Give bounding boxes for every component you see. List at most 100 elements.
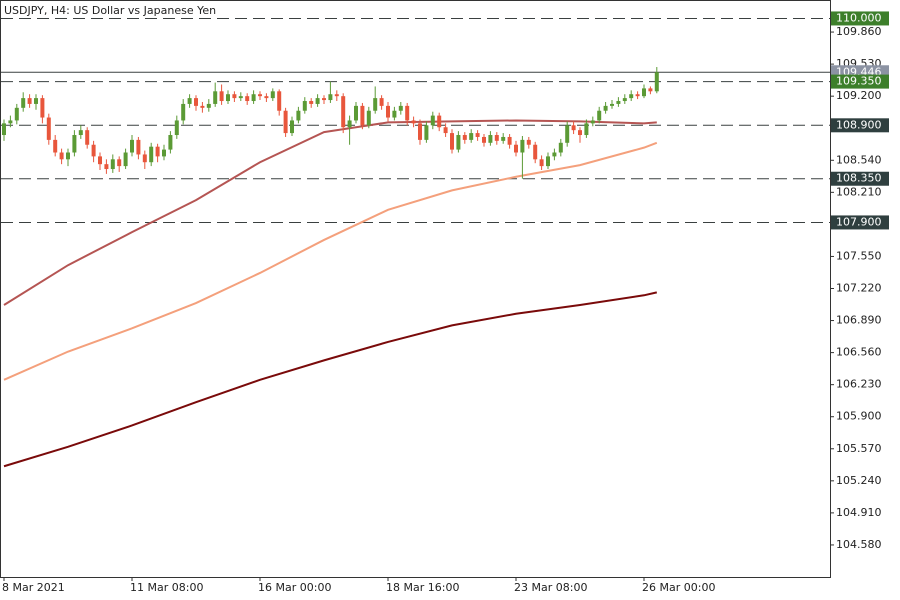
y-tick-label: 106.560 bbox=[836, 346, 882, 359]
x-tick-label: 26 Mar 00:00 bbox=[642, 581, 715, 594]
candle-body bbox=[149, 146, 154, 163]
candle-body bbox=[514, 144, 518, 153]
candle-body bbox=[258, 94, 262, 97]
candle-body bbox=[584, 123, 589, 136]
level-label: 110.000 bbox=[836, 11, 882, 24]
candle-body bbox=[181, 103, 186, 121]
x-tick-label: 8 Mar 2021 bbox=[2, 581, 65, 594]
candle-body bbox=[475, 133, 480, 137]
candle-body bbox=[168, 135, 173, 150]
candle-body bbox=[328, 94, 333, 101]
candle-body bbox=[315, 98, 320, 104]
candle-body bbox=[629, 94, 634, 99]
level-label: 109.350 bbox=[836, 75, 882, 88]
x-tick-label: 11 Mar 08:00 bbox=[130, 581, 203, 594]
candle-body bbox=[277, 91, 282, 111]
candle-body bbox=[507, 136, 512, 145]
candle-body bbox=[341, 96, 346, 128]
candle-body bbox=[392, 110, 397, 118]
candle-body bbox=[354, 105, 358, 121]
candle-body bbox=[302, 101, 307, 111]
candle-body bbox=[245, 96, 250, 102]
candle-body bbox=[270, 91, 275, 99]
candle-body bbox=[85, 130, 90, 145]
candle-body bbox=[53, 139, 58, 153]
candle-body bbox=[98, 156, 102, 165]
candle-body bbox=[27, 98, 32, 104]
candle-body bbox=[565, 125, 570, 143]
candle-body bbox=[488, 135, 493, 143]
y-tick-label: 106.890 bbox=[836, 314, 882, 327]
candle-body bbox=[59, 152, 64, 160]
candle-body bbox=[14, 107, 19, 121]
candle-body bbox=[187, 98, 192, 104]
y-tick-label: 107.550 bbox=[836, 249, 882, 262]
candle-body bbox=[386, 105, 390, 118]
level-tag bbox=[831, 11, 889, 26]
candle-body bbox=[142, 154, 147, 163]
candle-body bbox=[46, 117, 51, 140]
candle-body bbox=[309, 101, 314, 104]
x-tick-label: 18 Mar 16:00 bbox=[386, 581, 459, 594]
candle-body bbox=[590, 120, 595, 124]
candle-body bbox=[622, 98, 627, 102]
x-tick-label: 16 Mar 00:00 bbox=[258, 581, 331, 594]
level-label: 108.900 bbox=[836, 118, 882, 131]
candle-body bbox=[174, 120, 179, 136]
candle-body bbox=[8, 120, 13, 124]
level-label: 108.350 bbox=[836, 172, 882, 185]
candle-body bbox=[437, 115, 442, 128]
candle-body bbox=[206, 103, 211, 108]
candle-body bbox=[2, 123, 6, 136]
candle-body bbox=[450, 133, 454, 150]
candle-body bbox=[398, 105, 403, 111]
candle-body bbox=[648, 88, 653, 92]
candle-body bbox=[482, 136, 486, 143]
candle-body bbox=[334, 94, 339, 97]
y-tick-label: 104.580 bbox=[836, 538, 882, 551]
candle-body bbox=[123, 152, 128, 167]
candle-body bbox=[232, 94, 237, 99]
candle-body bbox=[533, 144, 538, 160]
y-tick-label: 106.230 bbox=[836, 378, 882, 391]
y-tick-label: 104.910 bbox=[836, 506, 882, 519]
candle-body bbox=[546, 156, 550, 167]
candle-body bbox=[373, 98, 378, 111]
chart-title: USDJPY, H4: US Dollar vs Japanese Yen bbox=[4, 4, 216, 17]
candle-body bbox=[520, 139, 525, 153]
level-label: 107.900 bbox=[836, 215, 882, 228]
candle-body bbox=[552, 152, 557, 157]
candle-body bbox=[526, 139, 531, 145]
x-tick-label: 23 Mar 08:00 bbox=[514, 581, 587, 594]
moving-average bbox=[3, 291, 658, 468]
candle-body bbox=[469, 133, 474, 140]
candle-body bbox=[155, 146, 160, 157]
candle-body bbox=[213, 91, 218, 104]
y-tick-label: 105.900 bbox=[836, 410, 882, 423]
candle-body bbox=[501, 136, 506, 141]
y-tick-label: 108.540 bbox=[836, 153, 882, 166]
candle-body bbox=[34, 98, 38, 104]
candle-body bbox=[226, 94, 230, 102]
candle-body bbox=[91, 144, 96, 157]
candle-body bbox=[290, 120, 294, 134]
candle-body bbox=[456, 135, 461, 150]
level-tag bbox=[831, 74, 889, 89]
candle-body bbox=[616, 101, 621, 104]
y-tick-label: 109.860 bbox=[836, 25, 882, 38]
candle-body bbox=[571, 125, 576, 131]
moving-average bbox=[3, 141, 658, 381]
candle-body bbox=[200, 105, 205, 108]
candle-body bbox=[610, 103, 614, 106]
y-tick-label: 105.570 bbox=[836, 442, 882, 455]
candle-body bbox=[264, 96, 269, 99]
level-tag bbox=[831, 118, 889, 133]
candle-body bbox=[366, 110, 371, 126]
candle-body bbox=[296, 110, 301, 121]
candle-body bbox=[21, 98, 26, 108]
candle-body bbox=[642, 88, 646, 97]
candle-body bbox=[578, 130, 582, 136]
y-tick-label: 109.200 bbox=[836, 89, 882, 102]
candle-body bbox=[251, 94, 256, 102]
